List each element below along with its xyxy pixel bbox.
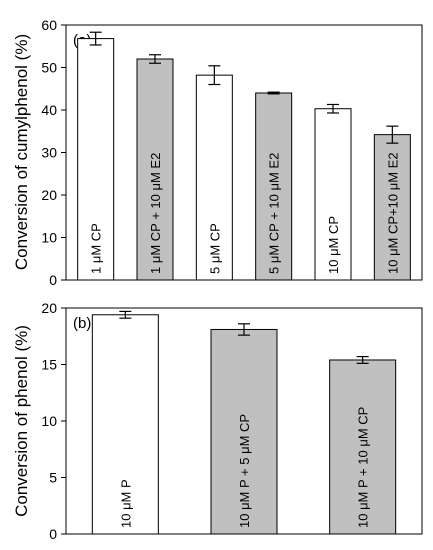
bar-category-label: 1 μM CP bbox=[89, 223, 104, 274]
plot-frame bbox=[65, 24, 423, 281]
y-axis-title: Conversion of cumylphenol (%) bbox=[12, 34, 31, 270]
bar-category-label: 10 μM CP bbox=[326, 216, 341, 274]
bar-category-label: 5 μM CP + 10 μM E2 bbox=[267, 153, 282, 274]
bar-category-label: 10 μM P + 10 μM CP bbox=[356, 407, 371, 528]
bar bbox=[329, 359, 397, 535]
panel-label: (b) bbox=[73, 315, 91, 332]
bar-category-label: 10 μM P + 5 μM CP bbox=[237, 414, 252, 528]
bars: 1 μM CP 1 μM CP + 10 μM E2 5 μM CP 5 μM CP … bbox=[77, 31, 411, 281]
y-tick-label: 15 bbox=[41, 357, 57, 373]
y-tick-label: 30 bbox=[41, 145, 57, 161]
y-tick-label: 60 bbox=[41, 17, 57, 33]
bar bbox=[314, 108, 352, 281]
y-tick-label: 10 bbox=[41, 413, 57, 429]
bar-category-label: 5 μM CP bbox=[207, 223, 222, 274]
y-tick-label: 20 bbox=[41, 300, 57, 316]
bar bbox=[373, 134, 411, 281]
y-tick-label: 5 bbox=[49, 470, 57, 486]
y-axis-title: Conversion of phenol (%) bbox=[12, 325, 31, 517]
y-tick-label: 0 bbox=[49, 526, 57, 542]
y-tick-label: 40 bbox=[41, 102, 57, 118]
y-axis: 0 5 10 15 20 bbox=[41, 300, 66, 542]
panel-b-phenol: (b) Conversion of phenol (%) 0 5 10 15 20 10… bbox=[12, 300, 423, 542]
y-tick-label: 10 bbox=[41, 230, 57, 246]
y-tick-label: 20 bbox=[41, 187, 57, 203]
bar bbox=[255, 92, 293, 281]
y-axis: 0 10 20 30 40 50 60 bbox=[41, 17, 66, 288]
bars: 10 μM P 10 μM P + 5 μM CP 10 μM P + 10 μM … bbox=[91, 310, 397, 535]
bar-category-label: 10 μM CP+10 μM E2 bbox=[385, 152, 400, 274]
bar bbox=[195, 74, 233, 281]
y-tick-label: 0 bbox=[49, 272, 57, 288]
panel-a-cumylphenol: (a) Conversion of cumylphenol (%) 010203… bbox=[12, 17, 423, 288]
y-tick-label: 50 bbox=[41, 60, 57, 76]
bar bbox=[136, 58, 174, 281]
bar-category-label: 10 μM P bbox=[118, 479, 133, 528]
bar bbox=[91, 314, 159, 535]
bar-category-label: 1 μM CP + 10 μM E2 bbox=[148, 153, 163, 274]
